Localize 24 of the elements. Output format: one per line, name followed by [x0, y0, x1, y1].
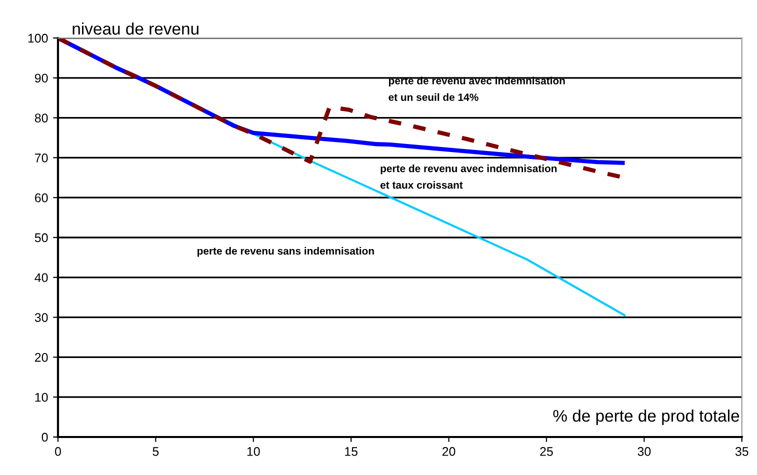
x-tick-label: 0 — [55, 447, 61, 456]
x-tick-label: 20 — [442, 447, 456, 456]
x-tick-label: 30 — [638, 447, 651, 456]
y-tick-label: 40 — [34, 273, 48, 282]
x-tick-label: 25 — [540, 447, 553, 456]
annotation: perte de revenu sans indemnisation — [198, 247, 374, 257]
x-tick-label: 5 — [152, 447, 159, 456]
y-tick-label: 10 — [35, 392, 48, 402]
y-tick-label: 100 — [28, 34, 48, 43]
y-axis-title: niveau de revenu — [72, 22, 198, 35]
y-tick-label: 30 — [34, 313, 48, 322]
y-tick-label: 20 — [34, 353, 48, 362]
x-tick-label: 35 — [735, 447, 748, 456]
y-tick-label: 80 — [34, 114, 48, 122]
y-tick-label: 50 — [34, 233, 48, 242]
x-tick-label: 15 — [345, 447, 358, 456]
x-axis-title: % de perte de prod totale — [553, 409, 740, 426]
y-tick-label: 90 — [34, 74, 48, 83]
y-tick-label: 70 — [35, 154, 48, 162]
y-tick-label: 0 — [42, 432, 48, 442]
x-tick-label: 10 — [247, 447, 260, 456]
annotation: perte de revenu avec indemnisation et un seuil de 14% — [388, 76, 565, 101]
annotation: perte de revenu avec indemnisation et taux croissant — [380, 164, 557, 189]
y-tick-label: 60 — [34, 193, 48, 202]
